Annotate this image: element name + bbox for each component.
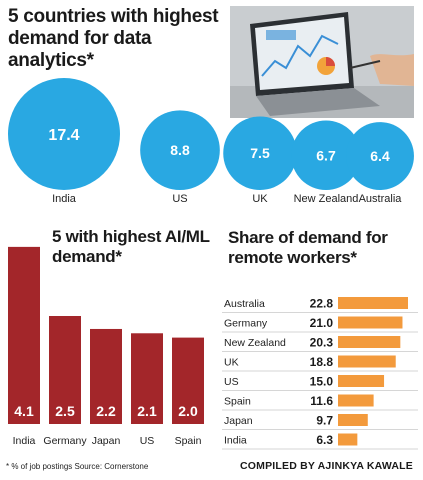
bar-label-spain: Spain (175, 435, 202, 447)
row-value-spain: 11.6 (310, 394, 333, 408)
bubble-india (8, 78, 120, 190)
bubble-label-uk: UK (252, 193, 268, 205)
bar-value-germany: 2.5 (55, 403, 75, 419)
bar-japan (90, 328, 122, 424)
row-label-uk: UK (224, 357, 239, 369)
row-value-australia: 22.8 (310, 297, 334, 311)
row-label-india: India (224, 435, 247, 447)
bar-label-india: India (13, 435, 36, 447)
bubble-label-australia: Australia (359, 193, 403, 205)
bar-germany (49, 316, 81, 424)
row-value-india: 6.3 (316, 433, 333, 447)
bar-value-spain: 2.0 (178, 403, 198, 419)
screen-header-bar (266, 30, 296, 40)
bubble-value-india: 17.4 (48, 127, 79, 144)
page-title: 5 countries with highest demand for data… (8, 6, 219, 71)
row-bar-spain (338, 394, 374, 407)
remote-chart-title: Share of demand for remote workers* (228, 228, 388, 267)
laptop-keyboard (256, 88, 380, 116)
bubble-us (140, 110, 220, 190)
row-bar-japan (338, 414, 368, 426)
screen-pie-slice (326, 57, 335, 66)
row-value-new-zealand: 20.3 (310, 336, 334, 350)
laptop-photo-graphic (230, 6, 414, 118)
bar-india (8, 246, 40, 424)
bar-us (131, 333, 163, 424)
bar-label-us: US (140, 435, 155, 447)
hand-shape (370, 54, 414, 86)
footnote: * % of job postings Source: Cornerstone (6, 462, 149, 471)
bar-label-germany: Germany (43, 435, 87, 447)
bubble-uk (223, 116, 297, 190)
row-value-japan: 9.7 (316, 414, 333, 428)
bubble-chart: 17.4 India 8.8 US 7.5 UK 6.7 New Zealand 6.4 Aust… (8, 78, 414, 205)
bubble-new-zealand (291, 120, 361, 190)
row-bar-australia (338, 297, 408, 309)
row-bar-germany (338, 316, 403, 329)
bubble-value-australia: 6.4 (370, 148, 390, 164)
row-bar-uk (338, 355, 396, 368)
aiml-bar-chart: 4.1 India 2.5 Germany 2.2 Japan 2.1 US 2.0 Spain (8, 246, 204, 447)
bar-value-us: 2.1 (137, 403, 157, 419)
row-bar-india (338, 433, 358, 446)
screen-line-chart (261, 34, 339, 77)
row-value-germany: 21.0 (310, 316, 334, 330)
row-value-uk: 18.8 (310, 355, 334, 369)
row-value-us: 15.0 (310, 375, 334, 389)
bubble-value-new-zealand: 6.7 (316, 147, 336, 163)
row-bar-us (338, 375, 385, 387)
bar-spain (172, 337, 204, 424)
row-label-us: US (224, 376, 239, 388)
aiml-chart-title: 5 with highest AI/ML demand* (52, 227, 210, 266)
credit-line: COMPILED BY AJINKYA KAWALE (239, 460, 413, 472)
remote-bar-chart: Australia 22.8 Germany 21.0 New Zealand 20.3 U… (222, 297, 418, 450)
bubble-value-uk: 7.5 (250, 145, 270, 161)
row-label-australia: Australia (224, 298, 265, 310)
row-bar-new-zealand (338, 336, 401, 348)
stylus (349, 60, 381, 69)
row-label-germany: Germany (224, 318, 268, 330)
bubble-label-us: US (172, 193, 187, 205)
row-label-spain: Spain (224, 396, 251, 408)
laptop-photo (230, 6, 414, 118)
row-label-japan: Japan (224, 415, 253, 427)
bubble-australia (346, 122, 414, 190)
bar-value-india: 4.1 (14, 403, 34, 419)
bar-value-japan: 2.2 (96, 403, 116, 419)
bubble-label-india: India (52, 193, 77, 205)
row-label-new-zealand: New Zealand (224, 337, 286, 349)
bar-label-japan: Japan (92, 435, 121, 447)
bubble-label-new-zealand: New Zealand (294, 193, 359, 205)
bubble-value-us: 8.8 (170, 142, 190, 158)
